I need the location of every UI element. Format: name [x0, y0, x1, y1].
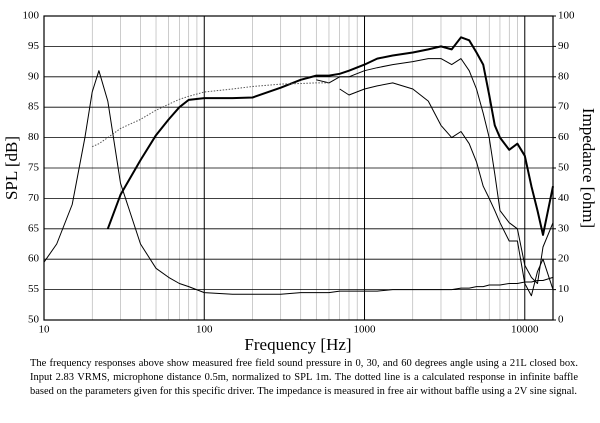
x-tick-label: 10000: [511, 324, 539, 336]
y2-tick-label: 60: [558, 131, 570, 143]
y2-tick-label: 0: [558, 314, 564, 326]
y-tick-label: 75: [28, 162, 40, 174]
y-tick-label: 70: [28, 192, 40, 204]
y-tick-label: 80: [28, 131, 40, 143]
y-tick-label: 85: [28, 101, 40, 113]
y2-tick-label: 10: [558, 283, 570, 295]
y2-tick-label: 50: [558, 162, 570, 174]
y-tick-label: 95: [28, 40, 40, 52]
y-tick-label: 100: [23, 10, 40, 22]
y2-tick-label: 100: [558, 10, 575, 22]
y2-tick-label: 40: [558, 192, 570, 204]
y-tick-label: 50: [28, 314, 40, 326]
series-line: [106, 36, 554, 236]
y2-tick-label: 70: [558, 101, 570, 113]
y2-tick-label: 30: [558, 222, 570, 234]
y-tick-label: 90: [28, 70, 40, 82]
y2-axis-title: Impedance [ohm]: [579, 108, 598, 228]
y2-tick-label: 20: [558, 253, 570, 265]
y-tick-label: 55: [28, 283, 40, 295]
plot-frame: [43, 15, 554, 321]
series-line: [43, 70, 554, 295]
y2-tick-label: 90: [558, 40, 570, 52]
x-axis-title: Frequency [Hz]: [244, 335, 351, 354]
series-line: [91, 82, 329, 148]
y2-tick-label: 80: [558, 70, 570, 82]
x-tick-label: 1000: [354, 324, 377, 336]
caption: The frequency responses above show measu…: [30, 358, 578, 397]
series-line: [339, 82, 554, 297]
y-tick-label: 65: [28, 222, 40, 234]
x-tick-label: 100: [196, 324, 213, 336]
x-tick-label: 10: [39, 324, 51, 336]
y-axis-title: SPL [dB]: [2, 136, 21, 200]
y-tick-label: 60: [28, 253, 40, 265]
chart: Frequency [Hz] SPL [dB] Impedance [ohm] …: [2, 10, 598, 354]
series-line: [316, 58, 554, 284]
